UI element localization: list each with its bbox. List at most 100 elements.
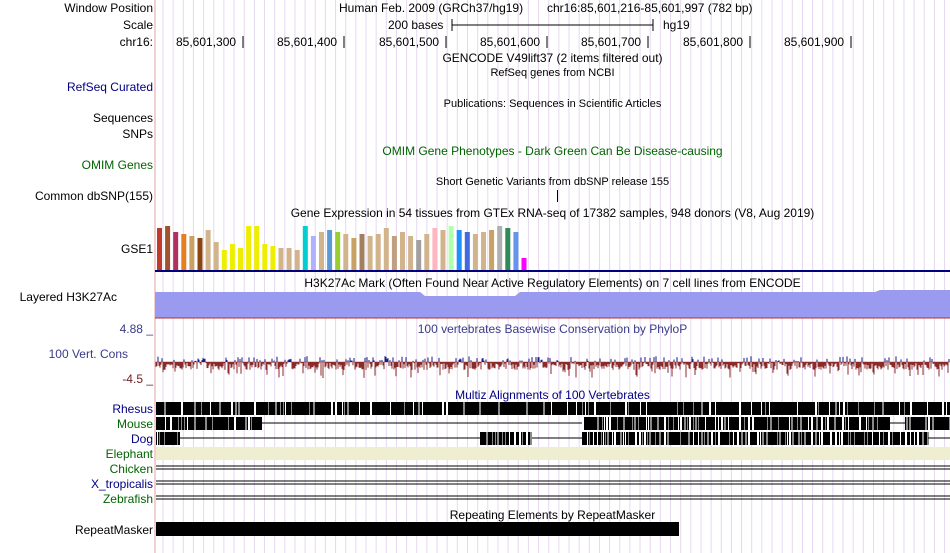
- species-label-zebrafish[interactable]: Zebrafish: [102, 492, 153, 506]
- gtex-bar[interactable]: [254, 226, 260, 270]
- gencode-track-title[interactable]: GENCODE V49lift37 (2 items filtered out): [442, 51, 663, 65]
- gtex-bar[interactable]: [375, 234, 381, 270]
- multiz-alignments[interactable]: [156, 402, 950, 500]
- gtex-bar[interactable]: [157, 228, 162, 270]
- gtex-bar[interactable]: [456, 230, 462, 270]
- gtex-bar[interactable]: [286, 248, 292, 270]
- gtex-bar[interactable]: [481, 232, 486, 270]
- gtex-bar[interactable]: [497, 226, 503, 270]
- gtex-bar[interactable]: [367, 236, 373, 270]
- phylop-signal[interactable]: [155, 356, 950, 378]
- gtex-bar[interactable]: [400, 232, 405, 270]
- mouse-alignment-gap: [842, 417, 844, 430]
- gtex-bar[interactable]: [391, 236, 397, 270]
- gtex-bar[interactable]: [424, 234, 430, 270]
- mouse-alignment-gap: [251, 417, 252, 430]
- phylop-track-title[interactable]: 100 vertebrates Basewise Conservation by…: [417, 322, 688, 336]
- gtex-bar[interactable]: [464, 232, 470, 270]
- gtex-bar[interactable]: [416, 240, 422, 270]
- species-label-rhesus[interactable]: Rhesus: [112, 402, 153, 416]
- gtex-bar[interactable]: [440, 230, 446, 270]
- elephant-alignment: [156, 447, 950, 460]
- rhesus-alignment-gap: [335, 402, 337, 415]
- rhesus-alignment-gap: [815, 402, 817, 415]
- gtex-track-title[interactable]: Gene Expression in 54 tissues from GTEx …: [290, 206, 815, 220]
- refseq-label[interactable]: RefSeq Curated: [66, 80, 153, 94]
- publications-track-title[interactable]: Publications: Sequences in Scientific Ar…: [443, 98, 662, 110]
- gtex-bar[interactable]: [489, 230, 495, 270]
- dog-alignment-gap: [811, 432, 813, 445]
- omim-track-title[interactable]: OMIM Gene Phenotypes - Dark Green Can Be…: [382, 144, 723, 158]
- gtex-bar[interactable]: [262, 244, 268, 270]
- species-label-dog[interactable]: Dog: [130, 432, 153, 446]
- dbsnp-track-title[interactable]: Short Genetic Variants from dbSNP releas…: [435, 176, 670, 188]
- gtex-bar[interactable]: [229, 244, 235, 270]
- h3k27ac-track[interactable]: [155, 270, 950, 319]
- dbsnp-feature[interactable]: [557, 190, 558, 202]
- gtex-bar[interactable]: [359, 234, 365, 270]
- gtex-bar[interactable]: [213, 242, 219, 270]
- dog-alignment-gap: [757, 432, 759, 445]
- rhesus-alignment-gap: [309, 402, 310, 415]
- rhesus-alignment-gap: [646, 402, 647, 415]
- gtex-bar[interactable]: [310, 236, 316, 270]
- repeatmasker-label[interactable]: RepeatMasker: [74, 523, 153, 537]
- rhesus-alignment-gap: [843, 402, 845, 415]
- gtex-bar[interactable]: [221, 250, 227, 270]
- repeatmasker-track-title[interactable]: Repeating Elements by RepeatMasker: [449, 508, 656, 522]
- gtex-bar[interactable]: [472, 234, 478, 270]
- refseq-track-title[interactable]: RefSeq genes from NCBI: [490, 67, 615, 79]
- gtex-bar[interactable]: [173, 232, 179, 270]
- gtex-bar[interactable]: [278, 248, 284, 270]
- gtex-bar[interactable]: [383, 228, 389, 270]
- gtex-bar[interactable]: [181, 234, 187, 270]
- gtex-bar[interactable]: [432, 228, 438, 270]
- gtex-bars[interactable]: [157, 226, 527, 270]
- species-label-elephant[interactable]: Elephant: [105, 447, 153, 461]
- dog-alignment-gap: [603, 432, 604, 445]
- gtex-bar[interactable]: [327, 230, 333, 270]
- species-label-chicken[interactable]: Chicken: [109, 462, 153, 476]
- repeatmasker-feature[interactable]: [156, 522, 679, 536]
- multiz-track-title[interactable]: Multiz Alignments of 100 Vertebrates: [455, 388, 650, 402]
- snps-label[interactable]: SNPs: [122, 127, 153, 141]
- species-label-xtropicalis[interactable]: X_tropicalis: [90, 477, 153, 491]
- gtex-bar[interactable]: [335, 232, 341, 270]
- gtex-bar[interactable]: [351, 238, 357, 270]
- gtex-bar[interactable]: [302, 226, 308, 270]
- gtex-bar[interactable]: [505, 228, 511, 270]
- gtex-bar[interactable]: [165, 226, 171, 270]
- dog-alignment-gap: [905, 432, 907, 445]
- mouse-alignment-gap: [597, 417, 599, 430]
- gtex-bar[interactable]: [448, 226, 454, 270]
- gtex-bar[interactable]: [294, 250, 300, 270]
- gtex-bar[interactable]: [513, 232, 519, 270]
- dog-alignment-gap: [900, 432, 901, 445]
- dog-alignment-gap: [159, 432, 160, 445]
- gtex-bar[interactable]: [343, 234, 349, 270]
- mouse-alignment-gap: [715, 417, 716, 430]
- mouse-alignment-gap: [791, 417, 793, 430]
- gtex-bar[interactable]: [238, 248, 243, 270]
- gtex-bar[interactable]: [197, 238, 203, 270]
- gtex-bar[interactable]: [189, 236, 195, 270]
- gtex-bar[interactable]: [319, 232, 324, 270]
- dbsnp-label[interactable]: Common dbSNP(155): [34, 189, 153, 203]
- rhesus-alignment-gap: [751, 402, 752, 415]
- phylop-label[interactable]: 100 Vert. Cons: [48, 347, 128, 361]
- h3k27ac-label[interactable]: Layered H3K27Ac: [19, 290, 117, 304]
- rhesus-alignment-gap: [370, 402, 372, 415]
- omim-label[interactable]: OMIM Genes: [81, 158, 153, 172]
- tick-label: 85,601,600: [480, 35, 541, 49]
- gtex-bar[interactable]: [521, 258, 527, 270]
- gtex-bar[interactable]: [270, 246, 276, 270]
- dog-alignment-gap: [612, 432, 613, 445]
- gse1-label[interactable]: GSE1: [120, 242, 153, 256]
- h3k27ac-track-title[interactable]: H3K27Ac Mark (Often Found Near Active Re…: [304, 276, 801, 290]
- gtex-bar[interactable]: [408, 236, 414, 270]
- sequences-label[interactable]: Sequences: [92, 111, 153, 125]
- gtex-bar[interactable]: [205, 230, 211, 270]
- rhesus-alignment-gap: [313, 402, 315, 415]
- species-label-mouse[interactable]: Mouse: [116, 417, 153, 431]
- gtex-bar[interactable]: [246, 226, 252, 270]
